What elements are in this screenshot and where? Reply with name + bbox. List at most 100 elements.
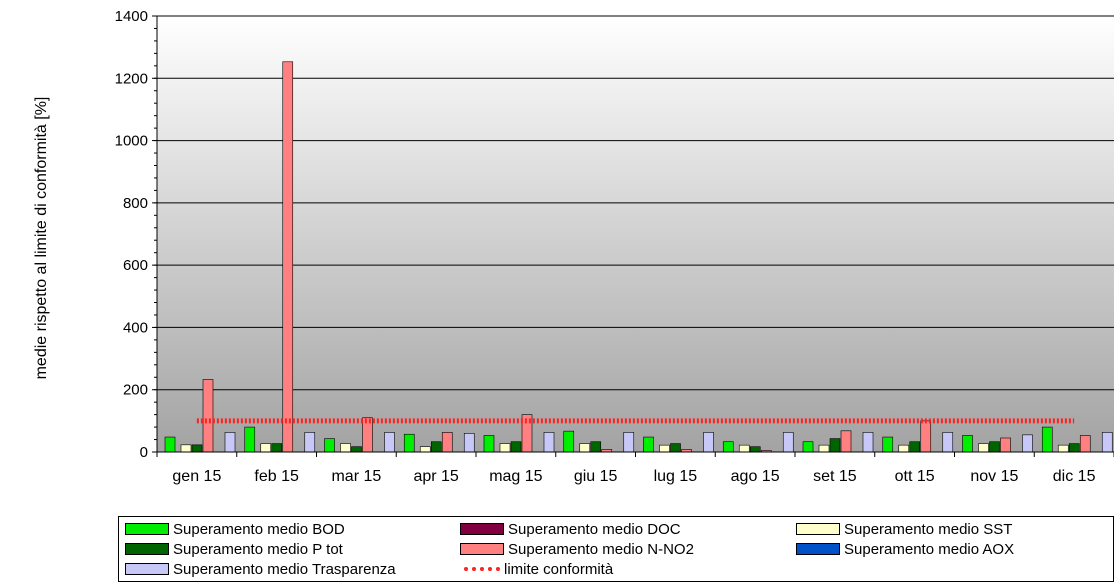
y-tick-label: 1200: [115, 70, 148, 87]
x-tick-label: nov 15: [970, 468, 1018, 485]
bar-superamento-medio-trasparenza-5: [623, 432, 635, 453]
y-axis-label: medie rispetto al limite di conformità […: [33, 97, 50, 380]
bar-superamento-medio-trasparenza-0: [224, 432, 236, 453]
legend-item: Superamento medio N-NO2: [460, 540, 694, 558]
axes: [152, 15, 1114, 457]
legend-swatch: [460, 523, 504, 535]
y-tick-label: 1000: [115, 133, 148, 150]
chart: 0 200 400 600 800 1000 1200 1400 gen 15 feb 15 ma…: [33, 8, 1114, 485]
bar-superamento-medio-p-tot-8: [829, 438, 841, 453]
legend-label: limite conformità: [504, 560, 614, 578]
bar-superamento-medio-trasparenza-10: [1022, 434, 1033, 453]
bar-superamento-medio-n-no2-0: [202, 379, 214, 453]
x-tick-label: lug 15: [654, 468, 698, 485]
bar-superamento-medio-trasparenza-4: [543, 432, 555, 453]
x-tick-label: apr 15: [413, 468, 458, 485]
bar-superamento-medio-n-no2-1: [282, 61, 294, 453]
bar-superamento-medio-bod-4: [483, 435, 495, 453]
legend-label: Superamento medio DOC: [508, 520, 681, 538]
legend-label: Superamento medio Trasparenza: [173, 560, 396, 578]
bar-superamento-medio-trasparenza-1: [304, 432, 316, 453]
bar-superamento-medio-n-no2-2: [362, 417, 373, 453]
y-tick-label: 200: [123, 382, 148, 399]
y-tick-label: 400: [123, 319, 148, 336]
bar-superamento-medio-n-no2-11: [1079, 435, 1091, 453]
bar-superamento-medio-p-tot-11: [1068, 443, 1080, 453]
bar-superamento-medio-sst-7: [738, 444, 750, 453]
legend-item: limite conformità: [460, 560, 613, 578]
x-tick-label: ago 15: [731, 468, 780, 485]
bar-superamento-medio-trasparenza-6: [703, 432, 714, 453]
bar-superamento-medio-bod-0: [164, 436, 176, 453]
bar-superamento-medio-p-tot-9: [909, 441, 921, 453]
legend-item: Superamento medio AOX: [796, 540, 1014, 558]
bar-superamento-medio-sst-2: [340, 443, 351, 453]
bar-superamento-medio-p-tot-4: [510, 441, 522, 453]
legend-swatch: [796, 523, 840, 535]
bar-superamento-medio-p-tot-3: [430, 441, 442, 453]
legend-swatch: [125, 563, 169, 575]
bar-superamento-medio-trasparenza-11: [1101, 432, 1113, 453]
bar-superamento-medio-bod-1: [244, 426, 256, 453]
bar-superamento-medio-n-no2-8: [840, 430, 852, 453]
y-tick-labels: 0 200 400 600 800 1000 1200 1400: [115, 8, 148, 461]
bar-superamento-medio-sst-10: [978, 443, 989, 453]
bar-superamento-medio-bod-8: [802, 441, 814, 453]
legend-swatch: [796, 543, 840, 555]
bar-superamento-medio-p-tot-0: [191, 444, 203, 453]
bar-superamento-medio-bod-11: [1041, 426, 1053, 453]
x-tick-label: dic 15: [1053, 468, 1096, 485]
x-tick-label: giu 15: [574, 468, 618, 485]
legend-swatch: [460, 543, 504, 555]
x-tick-label: ott 15: [895, 468, 935, 485]
bar-superamento-medio-trasparenza-7: [782, 432, 794, 453]
bar-superamento-medio-bod-10: [962, 435, 973, 453]
y-tick-label: 0: [140, 444, 148, 461]
bar-superamento-medio-bod-2: [324, 438, 335, 453]
bar-superamento-medio-bod-3: [403, 433, 415, 453]
legend: Superamento medio BOD Superamento medio D…: [118, 516, 1114, 582]
gridlines: [157, 15, 1114, 391]
bar-superamento-medio-trasparenza-2: [384, 432, 395, 453]
legend-swatch: [125, 523, 169, 535]
bar-superamento-medio-sst-11: [1057, 444, 1069, 453]
y-tick-label: 1400: [115, 8, 148, 25]
x-tick-label: mag 15: [489, 468, 542, 485]
bar-superamento-medio-trasparenza-9: [942, 432, 954, 453]
bar-superamento-medio-sst-4: [499, 443, 511, 453]
legend-label: Superamento medio N-NO2: [508, 540, 694, 558]
bar-superamento-medio-p-tot-10: [989, 441, 1000, 453]
legend-item: Superamento medio BOD: [125, 520, 345, 538]
bar-superamento-medio-sst-9: [898, 444, 910, 453]
bar-superamento-medio-p-tot-7: [749, 446, 761, 453]
bar-superamento-medio-bod-6: [643, 436, 654, 453]
legend-item: Superamento medio SST: [796, 520, 1012, 538]
bars: [164, 61, 1113, 453]
bar-superamento-medio-sst-6: [659, 444, 670, 453]
legend-label: Superamento medio AOX: [844, 540, 1015, 558]
bar-superamento-medio-n-no2-10: [1000, 437, 1011, 453]
legend-item: Superamento medio Trasparenza: [125, 560, 396, 578]
bar-superamento-medio-sst-3: [419, 446, 431, 453]
legend-item: Superamento medio P tot: [125, 540, 343, 558]
legend-item: Superamento medio DOC: [460, 520, 681, 538]
bar-superamento-medio-sst-1: [260, 443, 272, 453]
bar-superamento-medio-bod-5: [563, 430, 575, 453]
x-tick-label: feb 15: [254, 468, 299, 485]
bar-superamento-medio-p-tot-1: [271, 443, 283, 453]
x-tick-labels: gen 15 feb 15 mar 15 apr 15 mag 15 giu 15 lug …: [172, 468, 1095, 485]
legend-line-swatch: [464, 567, 500, 571]
x-tick-label: gen 15: [172, 468, 221, 485]
bar-superamento-medio-sst-8: [818, 444, 830, 453]
bar-superamento-medio-p-tot-6: [670, 443, 681, 453]
bar-superamento-medio-p-tot-5: [590, 441, 602, 453]
bar-superamento-medio-n-no2-3: [441, 432, 453, 453]
bar-superamento-medio-bod-9: [882, 436, 894, 453]
bar-superamento-medio-trasparenza-3: [463, 433, 475, 453]
bar-superamento-medio-n-no2-9: [920, 420, 932, 453]
bar-superamento-medio-sst-0: [180, 444, 192, 453]
x-tick-label: mar 15: [331, 468, 381, 485]
bar-superamento-medio-bod-7: [722, 441, 734, 453]
legend-swatch: [125, 543, 169, 555]
bar-superamento-medio-p-tot-2: [351, 446, 362, 453]
